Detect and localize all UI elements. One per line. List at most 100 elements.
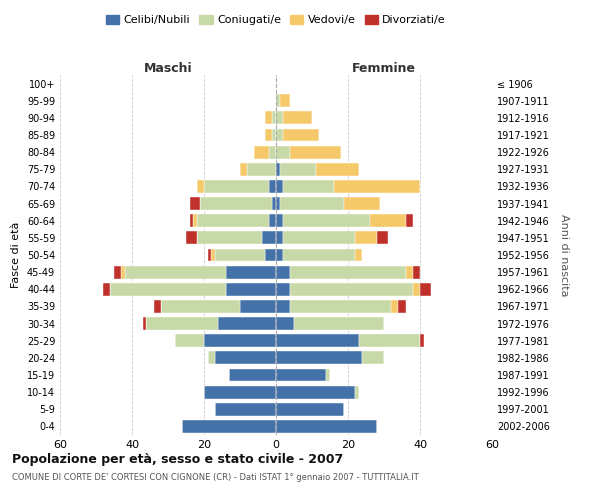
Bar xyxy=(247,163,276,175)
Bar xyxy=(391,300,398,313)
Bar xyxy=(283,128,319,141)
Bar xyxy=(420,283,431,296)
Bar xyxy=(208,248,211,262)
Bar xyxy=(413,266,420,278)
Bar xyxy=(283,232,355,244)
Bar xyxy=(200,197,272,210)
Y-axis label: Anni di nascita: Anni di nascita xyxy=(559,214,569,296)
Bar xyxy=(175,334,204,347)
Bar xyxy=(355,232,377,244)
Bar xyxy=(269,214,276,227)
Bar xyxy=(283,112,312,124)
Bar xyxy=(190,214,193,227)
Text: COMUNE DI CORTE DE' CORTESI CON CIGNONE (CR) - Dati ISTAT 1° gennaio 2007 - TUTT: COMUNE DI CORTE DE' CORTESI CON CIGNONE … xyxy=(12,472,419,482)
Bar xyxy=(344,197,380,210)
Bar xyxy=(143,317,146,330)
Bar xyxy=(240,300,276,313)
Bar xyxy=(276,317,294,330)
Bar xyxy=(276,283,290,296)
Text: Popolazione per età, sesso e stato civile - 2007: Popolazione per età, sesso e stato civil… xyxy=(12,452,343,466)
Bar xyxy=(326,368,330,382)
Bar xyxy=(208,352,215,364)
Bar xyxy=(204,334,276,347)
Bar xyxy=(276,420,377,433)
Bar xyxy=(265,128,272,141)
Bar xyxy=(254,146,269,158)
Y-axis label: Fasce di età: Fasce di età xyxy=(11,222,21,288)
Bar xyxy=(269,146,276,158)
Bar xyxy=(276,300,290,313)
Bar xyxy=(420,334,424,347)
Bar xyxy=(265,248,276,262)
Bar xyxy=(280,197,344,210)
Bar xyxy=(290,146,341,158)
Bar xyxy=(215,248,265,262)
Bar xyxy=(290,266,406,278)
Bar xyxy=(276,334,359,347)
Bar xyxy=(276,214,283,227)
Bar xyxy=(240,163,247,175)
Bar xyxy=(276,403,344,415)
Bar xyxy=(276,197,280,210)
Bar xyxy=(193,214,197,227)
Bar xyxy=(406,266,413,278)
Bar xyxy=(276,248,283,262)
Bar xyxy=(398,300,406,313)
Bar xyxy=(265,112,272,124)
Bar xyxy=(355,386,359,398)
Bar xyxy=(197,232,262,244)
Bar xyxy=(283,180,334,193)
Bar xyxy=(161,300,240,313)
Bar xyxy=(229,368,276,382)
Bar xyxy=(103,283,110,296)
Bar xyxy=(290,300,391,313)
Bar xyxy=(182,420,276,433)
Bar xyxy=(226,283,276,296)
Bar xyxy=(204,386,276,398)
Bar xyxy=(370,214,406,227)
Bar xyxy=(190,197,200,210)
Legend: Celibi/Nubili, Coniugati/e, Vedovi/e, Divorziati/e: Celibi/Nubili, Coniugati/e, Vedovi/e, Di… xyxy=(101,10,451,30)
Bar xyxy=(276,368,326,382)
Bar xyxy=(406,214,413,227)
Bar xyxy=(283,214,370,227)
Bar xyxy=(125,266,226,278)
Bar xyxy=(272,128,276,141)
Bar xyxy=(276,352,362,364)
Bar xyxy=(276,146,290,158)
Bar xyxy=(276,128,283,141)
Bar xyxy=(362,352,384,364)
Text: Maschi: Maschi xyxy=(143,62,193,75)
Bar xyxy=(276,94,280,107)
Bar xyxy=(359,334,420,347)
Bar xyxy=(276,163,280,175)
Bar xyxy=(146,317,218,330)
Bar xyxy=(280,94,290,107)
Bar xyxy=(121,266,125,278)
Bar xyxy=(110,283,226,296)
Bar xyxy=(276,112,283,124)
Bar xyxy=(276,266,290,278)
Bar xyxy=(197,180,204,193)
Bar xyxy=(269,180,276,193)
Bar xyxy=(262,232,276,244)
Bar xyxy=(294,317,384,330)
Bar xyxy=(355,248,362,262)
Bar xyxy=(283,248,355,262)
Bar xyxy=(377,232,388,244)
Bar xyxy=(186,232,197,244)
Bar xyxy=(272,197,276,210)
Bar xyxy=(280,163,316,175)
Bar xyxy=(218,317,276,330)
Bar xyxy=(334,180,420,193)
Bar xyxy=(272,112,276,124)
Bar xyxy=(197,214,269,227)
Bar xyxy=(276,232,283,244)
Bar xyxy=(114,266,121,278)
Bar xyxy=(316,163,359,175)
Bar xyxy=(215,403,276,415)
Bar xyxy=(154,300,161,313)
Bar xyxy=(211,248,215,262)
Bar xyxy=(215,352,276,364)
Bar xyxy=(413,283,420,296)
